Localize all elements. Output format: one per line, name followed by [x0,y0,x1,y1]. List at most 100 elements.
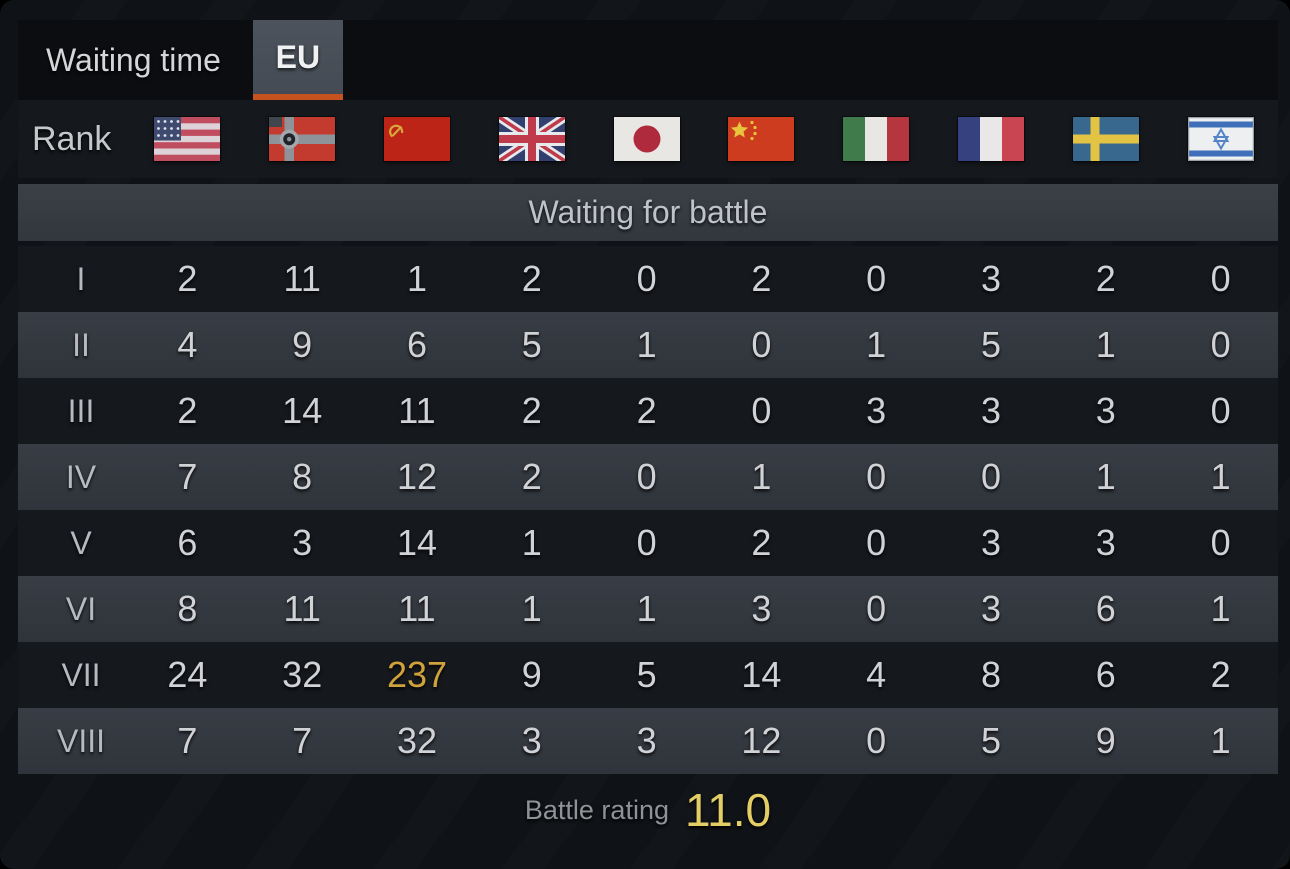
queue-count-cell: 3 [980,390,1001,431]
queue-count-cell: 0 [636,258,657,299]
waiting-time-label: Waiting time [46,41,221,78]
queue-count-cell: 9 [1095,720,1116,761]
queue-count-cell: 1 [751,456,772,497]
queue-count-cell: 1 [1095,456,1116,497]
queue-count-cell: 3 [1095,390,1116,431]
status-banner-label: Waiting for battle [528,194,768,230]
queue-count-cell: 0 [980,456,1001,497]
queue-count-cell: 11 [398,588,436,629]
table-row: V 6 3 14 1 0 2 0 3 3 0 [18,510,1278,576]
queue-count-cell: 0 [636,456,657,497]
rank-label: III [67,392,95,429]
table-row: VII 24 32 237 9 5 14 4 8 6 2 [18,642,1278,708]
queue-count-cell: 3 [980,258,1001,299]
queue-count-cell: 1 [1095,324,1116,365]
flag-france-icon [957,117,1024,161]
queue-count-cell: 0 [751,390,772,431]
queue-count-cell: 12 [741,720,782,761]
region-tab-eu[interactable]: EU [252,20,343,100]
queue-count-cell: 32 [396,720,438,761]
rank-label: VI [65,590,97,627]
queue-count-cell: 3 [521,720,542,761]
queue-count-cell: 8 [177,588,198,629]
rank-column-header: Rank [32,119,112,158]
queue-count-cell: 1 [1210,456,1231,497]
queue-count-cell: 3 [751,588,772,629]
queue-count-cell: 1 [636,588,657,629]
queue-count-cell: 2 [1210,654,1231,695]
flag-ussr-icon [383,117,450,161]
queue-count-cell: 4 [866,654,887,695]
queue-count-cell: 0 [866,456,887,497]
region-tab-label: EU [275,38,321,75]
queue-count-cell: 2 [751,522,772,563]
queue-count-cell: 0 [751,324,772,365]
queue-count-cell: 0 [866,588,887,629]
nations-header-row: Rank [18,100,1278,178]
queue-count-cell: 1 [636,324,657,365]
queue-count-cell: 24 [167,654,208,695]
waiting-for-battle-banner: Waiting for battle [18,184,1278,241]
table-row: VI 8 11 11 1 1 3 0 3 6 1 [18,576,1278,642]
queue-count-cell: 14 [282,390,323,431]
queue-count-cell: 5 [636,654,657,695]
queue-count-cell: 2 [521,390,542,431]
queue-count-cell-highlighted: 237 [386,654,448,695]
rank-label: VIII [56,722,105,759]
rank-label: V [70,524,92,561]
queue-count-cell: 1 [406,258,427,299]
queue-count-cell: 2 [177,390,198,431]
queue-count-cell: 4 [177,324,198,365]
battle-rating-label: Battle rating [524,794,669,825]
queue-count-cell: 9 [292,324,313,365]
queue-count-cell: 0 [636,522,657,563]
queue-count-cell: 14 [396,522,438,563]
queue-count-cell: 14 [741,654,782,695]
queue-count-cell: 5 [521,324,542,365]
queue-count-cell: 0 [866,258,887,299]
queue-count-cell: 2 [177,258,198,299]
flag-japan-icon [613,117,680,161]
queue-count-cell: 6 [1095,588,1116,629]
queue-count-cell: 6 [177,522,198,563]
queue-count-cell: 2 [521,258,542,299]
queue-count-cell: 3 [866,390,887,431]
table-row: III 2 14 11 2 2 0 3 3 3 0 [18,378,1278,444]
queue-count-cell: 2 [751,258,772,299]
battle-rating-value: 11.0 [684,784,772,836]
flag-usa-icon [154,117,221,161]
queue-count-cell: 1 [1210,720,1231,761]
queue-count-cell: 32 [282,654,323,695]
queue-count-cell: 0 [1210,258,1231,299]
queue-count-cell: 1 [866,324,887,365]
queue-count-cell: 7 [177,456,198,497]
queue-count-cell: 3 [1095,522,1116,563]
queue-count-cell: 6 [406,324,427,365]
queue-count-cell: 0 [1210,522,1231,563]
battle-rating: Battle rating 11.0 [18,784,1278,836]
rank-label: VII [61,656,101,693]
queue-count-cell: 8 [292,456,313,497]
flag-sweden-icon [1072,117,1139,161]
queue-count-cell: 1 [521,522,542,563]
queue-count-cell: 5 [980,720,1001,761]
queue-header-bar: Waiting time EU [18,20,1278,100]
queue-count-cell: 2 [521,456,542,497]
queue-count-cell: 11 [398,390,436,431]
queue-count-cell: 11 [283,588,321,629]
flag-china-icon [728,117,795,161]
table-row: IV 7 8 12 2 0 1 0 0 1 1 [18,444,1278,510]
queue-count-cell: 2 [636,390,657,431]
queue-count-cell: 5 [980,324,1001,365]
queue-count-cell: 2 [1095,258,1116,299]
queue-count-cell: 1 [521,588,542,629]
queue-count-cell: 0 [866,720,887,761]
queue-count-cell: 0 [866,522,887,563]
queue-count-cell: 8 [980,654,1001,695]
queue-count-cell: 7 [292,720,313,761]
rank-label: II [72,326,90,363]
queue-count-cell: 11 [283,258,321,299]
flag-britain-icon [498,117,565,161]
queue-count-cell: 3 [980,588,1001,629]
